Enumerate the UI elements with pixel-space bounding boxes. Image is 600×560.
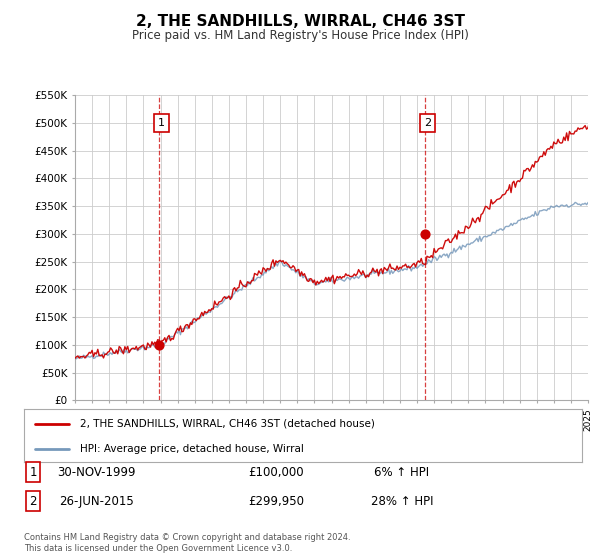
Text: 6% ↑ HPI: 6% ↑ HPI [374, 465, 430, 479]
Text: 2, THE SANDHILLS, WIRRAL, CH46 3ST (detached house): 2, THE SANDHILLS, WIRRAL, CH46 3ST (deta… [80, 419, 374, 429]
Text: 2: 2 [29, 494, 37, 508]
Point [420, 230, 430, 239]
Text: 1: 1 [29, 465, 37, 479]
Text: £100,000: £100,000 [248, 465, 304, 479]
Text: Price paid vs. HM Land Registry's House Price Index (HPI): Price paid vs. HM Land Registry's House … [131, 29, 469, 42]
Text: This data is licensed under the Open Government Licence v3.0.: This data is licensed under the Open Gov… [24, 544, 292, 553]
Text: 26-JUN-2015: 26-JUN-2015 [59, 494, 133, 508]
Text: HPI: Average price, detached house, Wirral: HPI: Average price, detached house, Wirr… [80, 444, 304, 454]
Text: 2: 2 [424, 118, 431, 128]
Point [154, 340, 164, 349]
Text: 2, THE SANDHILLS, WIRRAL, CH46 3ST: 2, THE SANDHILLS, WIRRAL, CH46 3ST [136, 14, 464, 29]
Text: Contains HM Land Registry data © Crown copyright and database right 2024.: Contains HM Land Registry data © Crown c… [24, 533, 350, 542]
Text: £299,950: £299,950 [248, 494, 304, 508]
Text: 30-NOV-1999: 30-NOV-1999 [57, 465, 135, 479]
Text: 28% ↑ HPI: 28% ↑ HPI [371, 494, 433, 508]
Text: 1: 1 [158, 118, 165, 128]
